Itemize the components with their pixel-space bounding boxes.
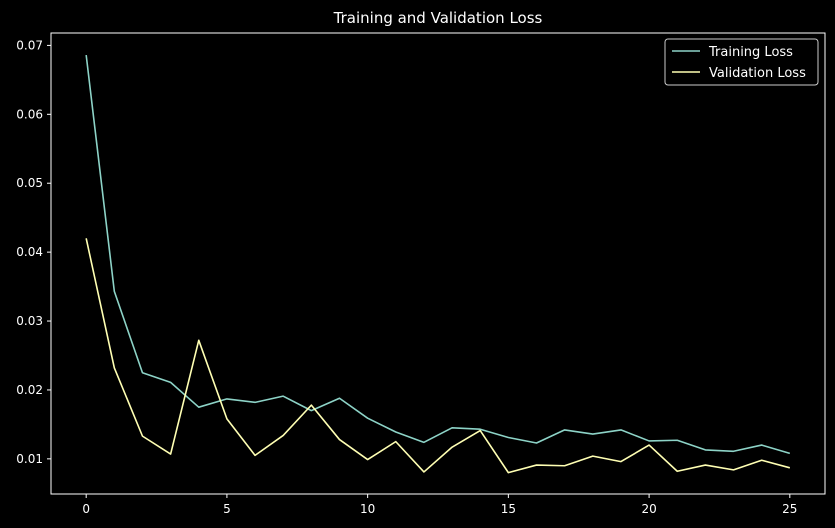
y-tick-label: 0.01: [16, 452, 43, 466]
y-tick-label: 0.02: [16, 383, 43, 397]
series-line-validation-loss: [85, 238, 791, 474]
series-line-training-loss: [85, 54, 791, 455]
chart-title: Training and Validation Loss: [333, 9, 543, 27]
legend-box: [664, 38, 819, 86]
y-tick-label: 0.06: [16, 107, 43, 121]
x-tick-label: 25: [782, 502, 797, 516]
plot-area: 0 5 10 15 20 25 0.01 0.02 0.03 0.04 0.05 0.06 0.07: [16, 38, 797, 516]
x-tick-label: 10: [360, 502, 375, 516]
legend-label-validation-loss: Validation Loss: [709, 66, 806, 81]
x-tick-label: 0: [82, 502, 90, 516]
x-tick-label: 5: [223, 502, 231, 516]
y-tick-label: 0.03: [16, 314, 43, 328]
y-tick-label: 0.07: [16, 38, 43, 52]
legend-label-training-loss: Training Loss: [708, 45, 793, 60]
y-tick-label: 0.04: [16, 245, 43, 259]
x-tick-label: 20: [641, 502, 656, 516]
axes-frame: [50, 32, 826, 495]
y-tick-label: 0.05: [16, 176, 43, 190]
x-tick-label: 15: [501, 502, 516, 516]
legend: Training Loss Validation Loss: [664, 38, 819, 86]
